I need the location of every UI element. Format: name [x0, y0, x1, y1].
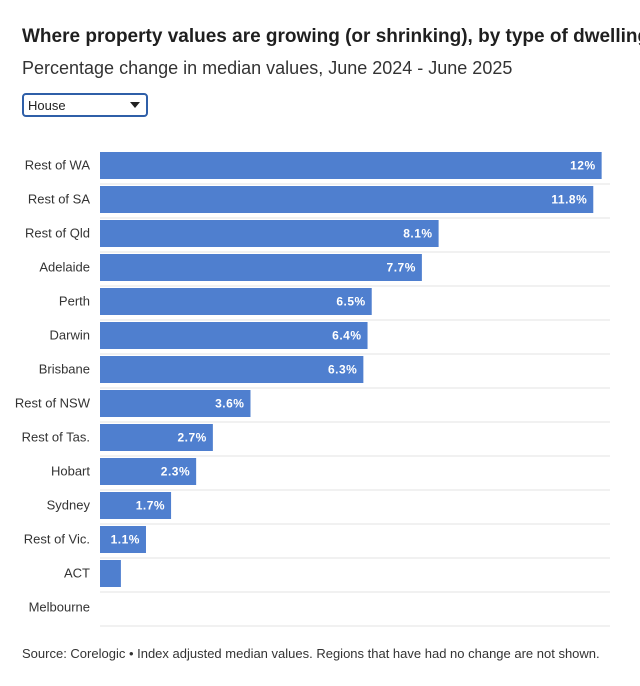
category-label: Rest of Tas.: [22, 430, 90, 445]
value-label: 11.8%: [551, 193, 587, 207]
value-label: 8.1%: [403, 227, 432, 241]
category-label: Rest of SA: [28, 192, 90, 207]
category-label: Melbourne: [29, 600, 90, 615]
bar: [100, 186, 594, 213]
chart-subtitle: Percentage change in median values, June…: [22, 58, 513, 78]
bar-chart: Rest of WA 12% Rest of SA 11.8% Rest of Qld 8…: [15, 152, 610, 627]
source-note: Source: Corelogic • Index adjusted media…: [22, 646, 600, 661]
category-label: Brisbane: [39, 362, 90, 377]
value-label: 6.4%: [332, 329, 361, 343]
value-label: 2.3%: [161, 465, 190, 479]
chevron-down-icon: [130, 102, 140, 108]
bar: [100, 152, 602, 179]
bar: [100, 390, 251, 417]
value-label: 12%: [570, 159, 596, 173]
dwelling-type-selected: House: [28, 98, 66, 113]
value-label: 6.5%: [336, 295, 365, 309]
category-label: Sydney: [47, 498, 91, 513]
category-label: Rest of NSW: [15, 396, 91, 411]
category-label: Perth: [59, 294, 90, 309]
bar: [100, 220, 439, 247]
category-label: Rest of WA: [25, 158, 91, 173]
category-label: Darwin: [50, 328, 90, 343]
dwelling-type-select[interactable]: House: [22, 93, 148, 117]
value-label: 6.3%: [328, 363, 357, 377]
bar: [100, 458, 197, 485]
value-label: 2.7%: [178, 431, 207, 445]
category-label: Hobart: [51, 464, 90, 479]
category-label: Rest of Vic.: [24, 532, 90, 547]
bar: [100, 560, 121, 587]
bar: [100, 492, 172, 519]
bar: [100, 322, 368, 349]
category-label: Rest of Qld: [25, 226, 90, 241]
value-label: 1.1%: [111, 533, 140, 547]
value-label: 1.7%: [136, 499, 165, 513]
category-label: Adelaide: [39, 260, 90, 275]
category-label: ACT: [64, 566, 90, 581]
chart-title: Where property values are growing (or sh…: [22, 26, 640, 47]
bar: [100, 526, 146, 553]
bar: [100, 356, 364, 383]
bar: [100, 424, 213, 451]
bar: [100, 288, 372, 315]
value-label: 3.6%: [215, 397, 244, 411]
bar: [100, 254, 422, 281]
value-label: 7.7%: [387, 261, 416, 275]
